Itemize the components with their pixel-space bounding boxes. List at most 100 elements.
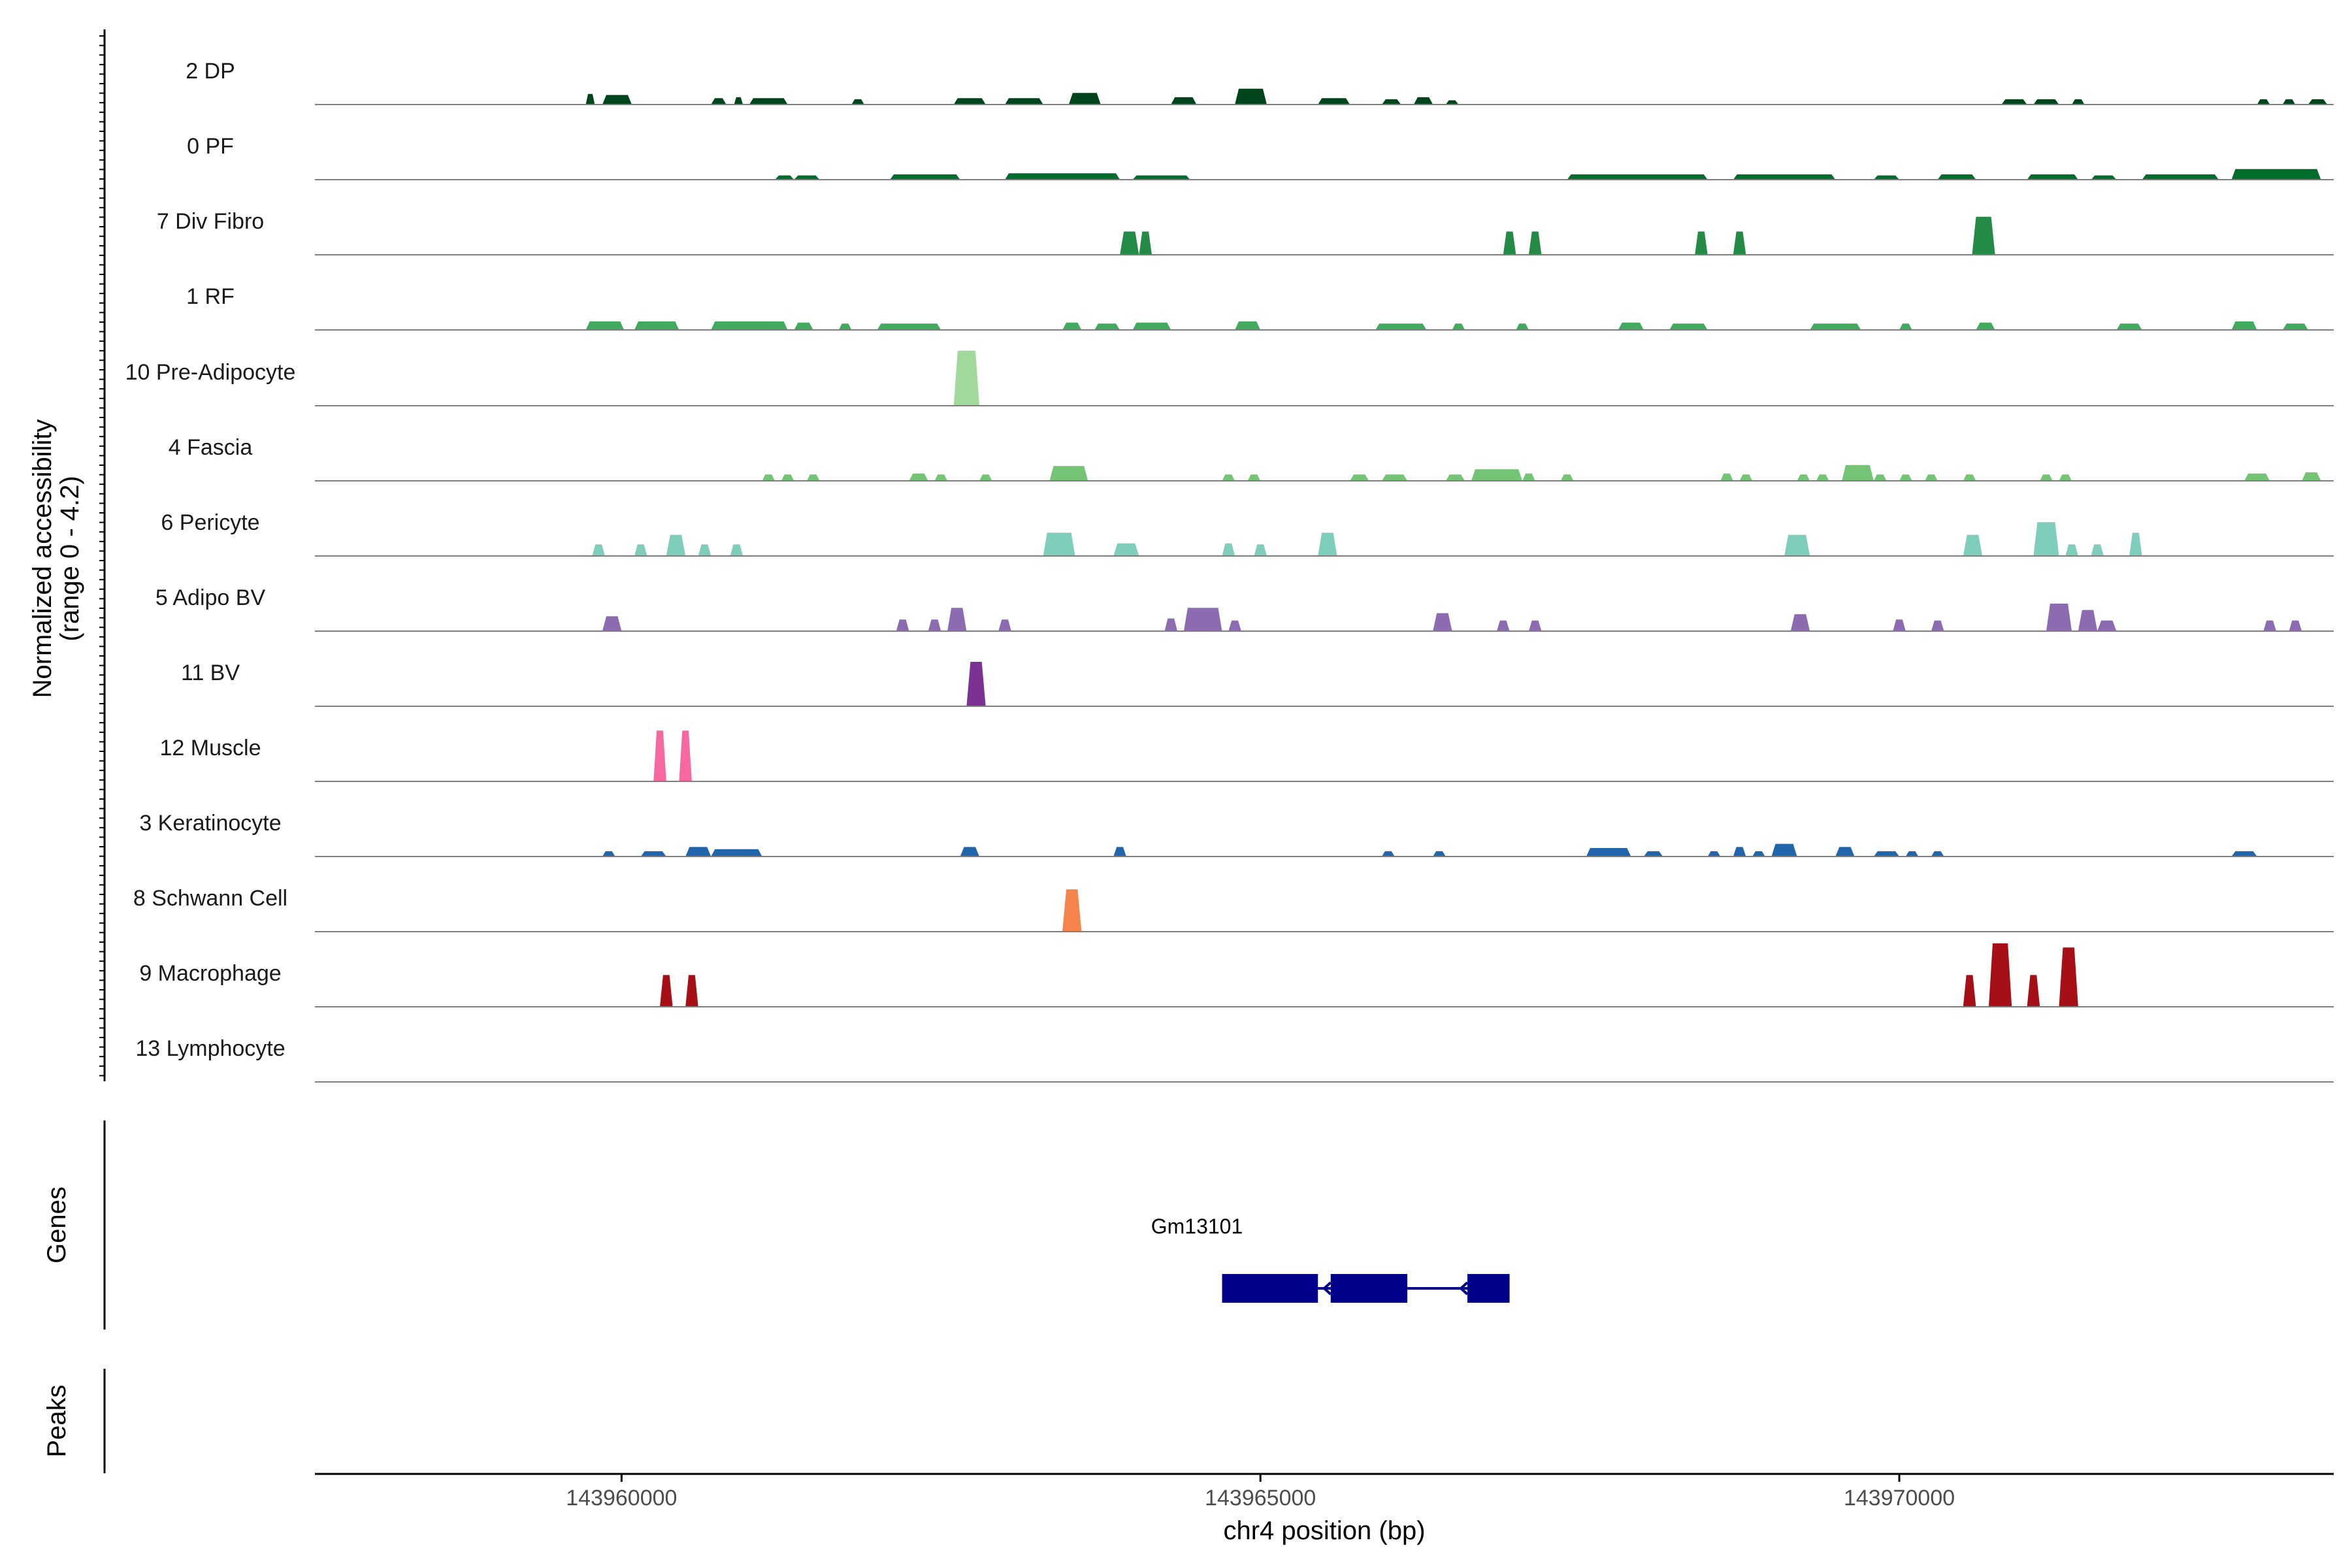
gene-track: Gm13101 [1151, 1215, 1510, 1303]
coverage-peak [730, 544, 743, 556]
coverage-peak [1720, 473, 1733, 481]
coverage-peak [1899, 323, 1912, 330]
coverage-peak [2065, 544, 2078, 556]
coverage-peak [953, 98, 986, 105]
coverage-peak [1669, 323, 1708, 330]
track-label: 13 Lymphocyte [135, 1036, 285, 1061]
coverage-peak [660, 975, 673, 1007]
coverage-peak [1433, 851, 1446, 857]
coverage-peak [585, 321, 625, 330]
coverage-peak [1522, 473, 1535, 481]
track-13: 9 Macrophage [139, 943, 2334, 1007]
coverage-peak [1937, 174, 1976, 180]
coverage-peak [1733, 174, 1836, 180]
coverage-peak [1899, 474, 1912, 481]
track-3: 7 Div Fibro [157, 209, 2334, 255]
coverage-peak [1695, 231, 1708, 255]
coverage-peak [2040, 474, 2053, 481]
coverage-peak [781, 474, 794, 481]
track-label: 9 Macrophage [139, 961, 281, 986]
coverage-peak [1618, 322, 1644, 330]
coverage-peak [1247, 474, 1261, 481]
coverage-peak [1318, 532, 1337, 556]
coverage-peak [1318, 98, 1350, 105]
coverage-peak [734, 97, 743, 105]
track-label: 10 Pre-Adipocyte [125, 360, 296, 385]
coverage-peak [2078, 610, 2098, 631]
coverage-peak [698, 544, 711, 556]
coverage-peak [2257, 99, 2270, 105]
coverage-peak [1963, 474, 1976, 481]
coverage-peak [2116, 323, 2142, 330]
gene-exon [1330, 1274, 1408, 1303]
track-2: 0 PF [187, 134, 2334, 180]
coverage-peak [711, 849, 762, 857]
coverage-peak [1963, 534, 1983, 556]
coverage-peak [1873, 851, 1900, 857]
track-label: 0 PF [187, 134, 234, 159]
coverage-peak [592, 544, 605, 556]
x-tick-label: 143970000 [1844, 1486, 1955, 1511]
coverage-peak [2027, 174, 2078, 180]
strand-arrow-icon [1322, 1281, 1332, 1296]
coverage-peak [2091, 544, 2104, 556]
coverage-peak [1707, 851, 1721, 857]
coverage-peak [1382, 99, 1401, 105]
coverage-peak [711, 98, 727, 105]
coverage-peak [2231, 851, 2257, 857]
coverage-peak [1445, 100, 1459, 105]
coverage-peak [666, 534, 686, 556]
coverage-peak [602, 95, 632, 105]
coverage-peak [2282, 323, 2308, 330]
coverage-peak [1113, 543, 1139, 556]
coverage-peak [2263, 620, 2276, 631]
coverage-peak [1972, 216, 1995, 255]
coverage-peak [2001, 99, 2027, 105]
coverage-peak [1567, 174, 1708, 180]
coverage-peak [2231, 321, 2257, 330]
track-4: 1 RF [186, 284, 2334, 331]
coverage-peak [1222, 474, 1235, 481]
coverage-peak [2308, 99, 2328, 105]
track-14: 13 Lymphocyte [135, 1036, 2334, 1083]
coverage-peak [685, 847, 711, 857]
coverage-peak [1497, 620, 1510, 631]
coverage-peak [851, 99, 864, 105]
coverage-peak [1235, 88, 1267, 105]
x-axis-ticks: 143960000 143965000 143970000 [566, 1474, 1955, 1511]
coverage-peak [2091, 175, 2117, 180]
coverage-peak [1905, 851, 1919, 857]
coverage-peak [2033, 99, 2059, 105]
coverage-peak [1784, 534, 1810, 556]
coverage-peak [1235, 321, 1261, 330]
coverage-peak [1989, 943, 2012, 1007]
coverage-peak [1471, 469, 1523, 481]
coverage-peak [634, 544, 647, 556]
coverage-peak [806, 474, 820, 481]
coverage-peak [679, 730, 692, 781]
strand-arrow-icon [1459, 1281, 1469, 1296]
coverage-peak [1005, 98, 1043, 105]
gene-exon [1467, 1274, 1510, 1303]
coverage-peak [1733, 231, 1746, 255]
coverage-peak [1132, 322, 1171, 330]
coverage-peak [890, 174, 960, 180]
coverage-peak [934, 474, 948, 481]
coverage-peak [794, 322, 813, 330]
coverage-peak [947, 608, 967, 631]
coverage-peak [685, 975, 698, 1007]
coverage-peak [1810, 323, 1861, 330]
coverage-peak [1005, 173, 1120, 180]
coverage-tracks: 2 DP 0 PF 7 Div Fibro 1 RF 10 Pre-Adipocyte 4… [125, 59, 2334, 1083]
coverage-peak [1132, 175, 1190, 180]
coverage-peak [1873, 175, 1900, 180]
x-tick-label: 143965000 [1205, 1486, 1316, 1511]
coverage-peak [1790, 614, 1810, 631]
track-label: 7 Div Fibro [157, 209, 264, 234]
coverage-peak [1816, 474, 1829, 481]
track-label: 12 Muscle [160, 736, 261, 760]
coverage-peak [953, 350, 979, 406]
coverage-peak [1094, 323, 1120, 330]
coverage-peak [1963, 975, 1976, 1007]
coverage-peak [1062, 322, 1082, 330]
